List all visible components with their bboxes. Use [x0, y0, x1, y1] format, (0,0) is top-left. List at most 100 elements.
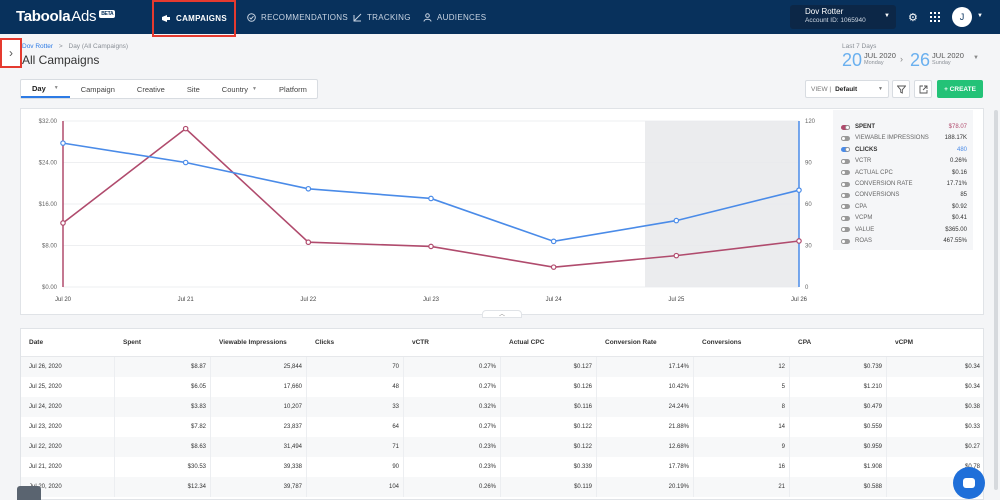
y-left-tick-label: $16.00	[39, 202, 58, 208]
column-header[interactable]: CPA	[790, 329, 887, 357]
tab-site[interactable]: Site	[176, 80, 211, 98]
avatar-caret-icon[interactable]: ▼	[977, 13, 983, 19]
table-cell: 21.88%	[597, 417, 694, 437]
table-cell: 0.27%	[404, 377, 501, 397]
table-cell: 12.68%	[597, 437, 694, 457]
y-right-tick-label: 0	[805, 285, 809, 291]
table-cell: $3.83	[115, 397, 211, 417]
column-header[interactable]: vCPM	[887, 329, 983, 357]
column-header[interactable]: vCTR	[404, 329, 501, 357]
legend-value: 480	[956, 146, 967, 153]
nav-campaigns[interactable]: CAMPAIGNS	[152, 0, 236, 37]
legend-toggle-vctr[interactable]: VCTR 0.26%	[841, 156, 967, 166]
column-header[interactable]: Spent	[115, 329, 211, 357]
page-scrollbar[interactable]	[994, 110, 998, 490]
legend-toggle-roas[interactable]: ROAS 467.55%	[841, 236, 967, 246]
tab-country[interactable]: Country ▼	[211, 80, 268, 98]
legend-value: 467.55%	[943, 238, 967, 244]
chart-panel: $0.00 0 $8.00 30 $16.00 60 $24.00 90 $32.00 120 Ju…	[20, 108, 984, 315]
view-label: VIEW |	[811, 85, 832, 93]
legend-toggle-vcpm[interactable]: VCPM $0.41	[841, 213, 967, 223]
data-point-clicks	[796, 187, 802, 193]
tab-day[interactable]: Day ▼	[21, 80, 70, 98]
chevron-right-icon: ›	[9, 46, 13, 60]
legend-toggle-value[interactable]: VALUE $365.00	[841, 225, 967, 235]
tab-creative[interactable]: Creative	[126, 80, 176, 98]
table-cell: 17.14%	[597, 357, 694, 377]
column-header[interactable]: Clicks	[307, 329, 404, 357]
table-cell: $0.122	[501, 437, 597, 457]
breadcrumb-root[interactable]: Dov Rotter	[22, 43, 54, 50]
legend-value: $78.07	[948, 124, 967, 130]
collapse-chart-button[interactable]: ︿	[482, 310, 522, 318]
legend-toggle-viewable-impressions[interactable]: VIEWABLE IMPRESSIONS 188.17K	[841, 133, 967, 143]
column-header[interactable]: Date	[21, 329, 115, 357]
date-range-end[interactable]: 26 JUL 2020 Sunday	[910, 51, 964, 69]
column-header[interactable]: Conversion Rate	[597, 329, 694, 357]
table-cell: $0.119	[501, 477, 597, 497]
legend-toggle-conversion-rate[interactable]: CONVERSION RATE 17.71%	[841, 179, 967, 189]
sidebar-toggle-button[interactable]: ›	[0, 38, 22, 68]
chevron-down-icon: ▼	[878, 86, 883, 92]
person-icon	[422, 12, 432, 22]
tab-label: Creative	[136, 84, 165, 94]
date-range-start[interactable]: 20 JUL 2020 Monday	[842, 51, 896, 69]
tab-label: Site	[186, 84, 200, 94]
column-header[interactable]: Conversions	[694, 329, 790, 357]
caret-down-icon: ▼	[884, 13, 890, 19]
apps-grid-icon[interactable]	[930, 12, 940, 22]
date-range-caret-icon[interactable]: ▼	[973, 55, 979, 61]
tab-campaign[interactable]: Campaign	[70, 80, 126, 98]
table-cell: 104	[307, 477, 404, 497]
performance-line-chart: $0.00 0 $8.00 30 $16.00 60 $24.00 90 $32.00 120 Ju…	[39, 119, 816, 303]
account-selector[interactable]: Dov Rotter Account ID: 1065940 ▼	[790, 5, 896, 29]
table-cell: Jul 24, 2020	[21, 397, 115, 417]
data-point-clicks	[673, 217, 680, 224]
table-row: Jul 22, 2020 $8.63 31,494 71 0.23% $0.122 12.6…	[21, 437, 983, 457]
nav-audiences[interactable]: AUDIENCES	[422, 0, 486, 34]
y-left-tick-label: $24.00	[39, 161, 58, 167]
chat-button[interactable]	[953, 467, 985, 499]
nav-recommendations[interactable]: RECOMMENDATIONS	[246, 0, 348, 34]
legend-label: CONVERSIONS	[855, 192, 900, 199]
legend-value: 17.71%	[946, 181, 967, 187]
legend-label: SPENT	[855, 124, 876, 130]
y-right-tick-label: 90	[805, 161, 812, 167]
legend-label: CLICKS	[855, 146, 878, 153]
legend-toggle-actual-cpc[interactable]: ACTUAL CPC $0.16	[841, 168, 967, 178]
data-point-clicks	[428, 195, 434, 202]
legend-toggle-clicks[interactable]: CLICKS 480	[841, 145, 967, 155]
view-select[interactable]: VIEW | Default ▼	[805, 80, 889, 98]
avatar[interactable]: J	[952, 7, 972, 27]
legend-toggle-conversions[interactable]: CONVERSIONS 85	[841, 190, 967, 200]
table-cell: 64	[307, 417, 404, 437]
gear-icon[interactable]: ⚙	[908, 12, 918, 24]
x-tick-label: Jul 20	[55, 297, 72, 303]
legend-value: $0.16	[951, 169, 967, 176]
tab-platform[interactable]: Platform	[268, 80, 318, 98]
table-cell: $0.34	[887, 357, 983, 377]
export-icon	[919, 85, 927, 93]
column-header[interactable]: Viewable Impressions	[211, 329, 307, 357]
export-button[interactable]	[914, 80, 932, 98]
table-cell: 8	[694, 397, 790, 417]
breadcrumb-separator: >	[58, 43, 63, 50]
create-button[interactable]: + CREATE	[937, 80, 983, 98]
table-cell: 0.26%	[404, 477, 501, 497]
filter-button[interactable]	[892, 80, 910, 98]
nav-tracking[interactable]: TRACKING	[352, 0, 411, 34]
help-widget-button[interactable]	[17, 486, 41, 500]
report-table: Date Spent Viewable Impressions Clicks vCTR A…	[20, 328, 984, 500]
toggle-switch-icon	[841, 204, 850, 210]
taboola-logo[interactable]: Taboola Ads BETA	[16, 8, 116, 25]
table-cell: 14	[694, 417, 790, 437]
table-row: Jul 21, 2020 $30.53 39,338 90 0.23% $0.339 17.…	[21, 457, 983, 477]
end-month: JUL 2020	[932, 51, 964, 60]
table-cell: 33	[307, 397, 404, 417]
table-cell: 0.27%	[404, 417, 501, 437]
toggle-switch-icon	[841, 227, 850, 233]
legend-toggle-cpa[interactable]: CPA $0.92	[841, 202, 967, 212]
legend-toggle-spent[interactable]: SPENT $78.07	[841, 122, 967, 132]
legend-label: VCTR	[855, 158, 872, 165]
column-header[interactable]: Actual CPC	[501, 329, 597, 357]
